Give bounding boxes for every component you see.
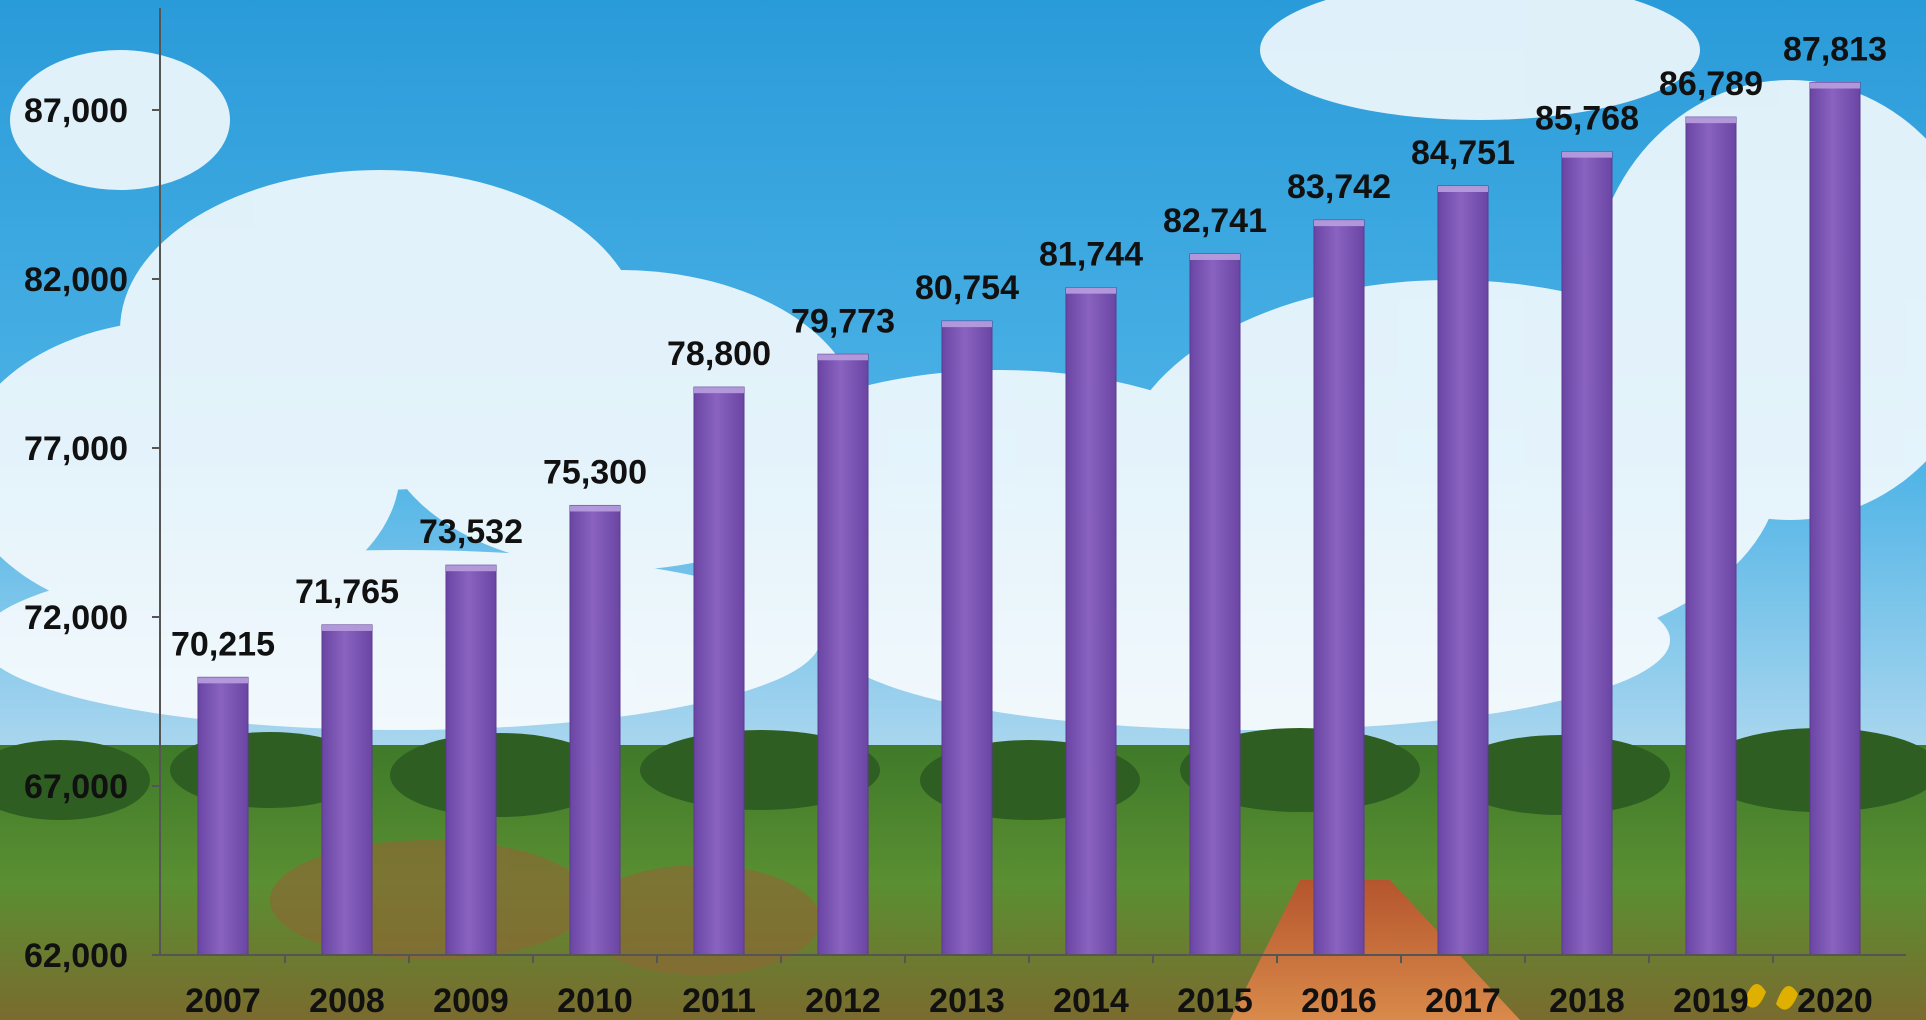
bar-top-bevel	[1686, 117, 1736, 124]
data-labels: 70,215 71,765 73,532 75,300 78,800 79,773 80,7…	[171, 31, 1887, 664]
bar	[1189, 253, 1241, 956]
x-tick-label: 2009	[433, 982, 509, 1020]
x-axis-ticks: 2007 2008 2009 2010 2011 2012 2013 2014 2015 2016…	[185, 955, 1873, 1020]
data-label: 85,768	[1535, 100, 1639, 138]
data-label: 78,800	[667, 335, 771, 373]
y-tick-label: 87,000	[24, 92, 128, 130]
bar	[941, 320, 993, 956]
bar	[1065, 287, 1117, 956]
x-tick-label: 2014	[1053, 982, 1129, 1020]
bar	[445, 564, 497, 956]
data-label: 83,742	[1287, 168, 1391, 206]
bar-top-bevel	[198, 677, 248, 684]
y-tick-label: 67,000	[24, 768, 128, 806]
bar	[1561, 151, 1613, 956]
data-label: 75,300	[543, 453, 647, 491]
bar-top-bevel	[1438, 186, 1488, 193]
bar-top-bevel	[570, 505, 620, 512]
bar	[1313, 219, 1365, 956]
x-tick-label: 2015	[1177, 982, 1253, 1020]
data-label: 84,751	[1411, 134, 1515, 172]
bar	[321, 624, 373, 956]
x-tick-label: 2011	[682, 982, 756, 1020]
data-label: 73,532	[419, 513, 523, 551]
data-label: 82,741	[1163, 202, 1267, 240]
data-label: 80,754	[915, 269, 1019, 307]
bars	[197, 82, 1861, 956]
y-tick-label: 77,000	[24, 430, 128, 468]
bar-top-bevel	[1314, 220, 1364, 227]
bar	[1685, 116, 1737, 956]
bar-top-bevel	[1190, 253, 1240, 260]
bar	[197, 676, 249, 956]
y-tick-label: 62,000	[24, 937, 128, 975]
x-tick-label: 2010	[557, 982, 633, 1020]
data-label: 71,765	[295, 573, 399, 611]
x-tick-label: 2019	[1673, 982, 1749, 1020]
bar	[1809, 82, 1861, 956]
data-label: 87,813	[1783, 31, 1887, 69]
bar-top-bevel	[694, 387, 744, 394]
data-label: 86,789	[1659, 65, 1763, 103]
bar-top-bevel	[1562, 151, 1612, 158]
y-axis-ticks: 62,000 67,000 72,000 77,000 82,000 87,000	[24, 92, 160, 975]
bar	[693, 386, 745, 956]
bar	[569, 504, 621, 956]
x-tick-label: 2008	[309, 982, 385, 1020]
x-tick-label: 2013	[929, 982, 1005, 1020]
x-tick-label: 2018	[1549, 982, 1625, 1020]
bar-top-bevel	[446, 565, 496, 572]
x-tick-label: 2016	[1301, 982, 1377, 1020]
bar-top-bevel	[1810, 82, 1860, 89]
bar	[817, 353, 869, 956]
data-label: 79,773	[791, 302, 895, 340]
x-tick-label: 2020	[1797, 982, 1873, 1020]
x-tick-label: 2017	[1425, 982, 1501, 1020]
x-tick-label: 2007	[185, 982, 261, 1020]
bar-top-bevel	[942, 321, 992, 328]
data-label: 81,744	[1039, 236, 1143, 274]
bar-top-bevel	[322, 624, 372, 631]
bar	[1437, 185, 1489, 956]
y-tick-label: 72,000	[24, 599, 128, 637]
x-tick-label: 2012	[805, 982, 881, 1020]
bar-top-bevel	[818, 354, 868, 361]
bar-top-bevel	[1066, 287, 1116, 294]
y-tick-label: 82,000	[24, 261, 128, 299]
data-label: 70,215	[171, 625, 275, 663]
